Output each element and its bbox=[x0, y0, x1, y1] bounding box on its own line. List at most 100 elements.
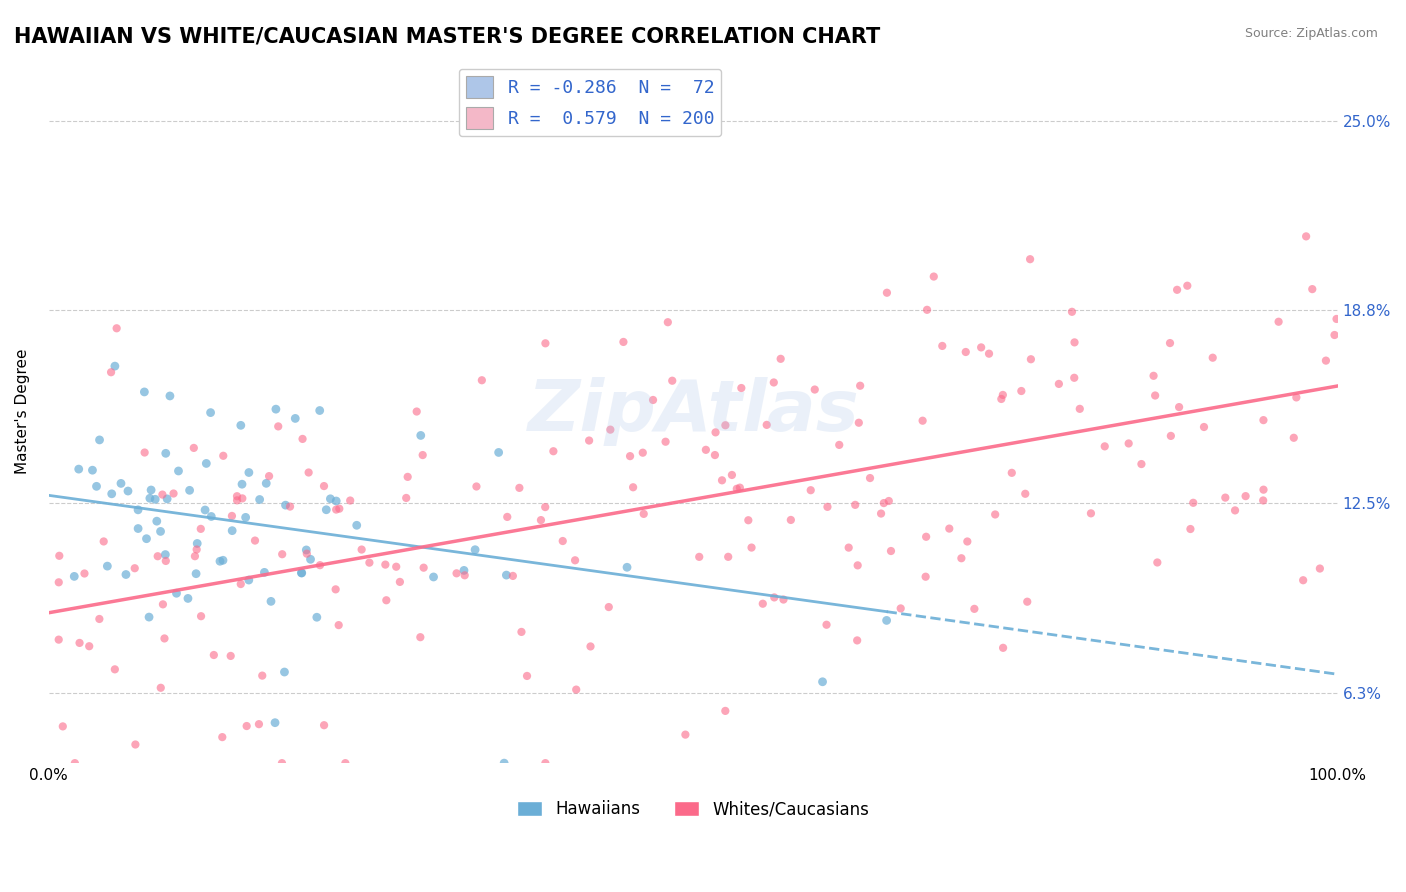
Point bbox=[374, 558, 396, 572]
Point bbox=[231, 491, 253, 506]
Point bbox=[543, 444, 565, 458]
Point bbox=[641, 392, 664, 407]
Point bbox=[395, 491, 418, 505]
Point bbox=[508, 481, 530, 495]
Point bbox=[100, 365, 122, 379]
Point bbox=[619, 449, 641, 463]
Point bbox=[704, 425, 727, 440]
Point bbox=[1060, 305, 1083, 319]
Point bbox=[714, 704, 737, 718]
Point bbox=[990, 392, 1012, 406]
Point bbox=[93, 534, 115, 549]
Point bbox=[859, 471, 882, 485]
Point bbox=[661, 374, 683, 388]
Point bbox=[200, 406, 222, 420]
Point bbox=[911, 414, 934, 428]
Point bbox=[1285, 391, 1308, 405]
Point bbox=[422, 570, 444, 584]
Point bbox=[1160, 429, 1182, 443]
Point bbox=[194, 503, 217, 517]
Point bbox=[1180, 522, 1202, 536]
Point bbox=[815, 617, 838, 632]
Point bbox=[264, 402, 287, 417]
Point bbox=[298, 466, 321, 480]
Point bbox=[800, 483, 823, 498]
Point bbox=[495, 568, 517, 582]
Point bbox=[876, 614, 898, 628]
Point bbox=[63, 756, 86, 771]
Point bbox=[464, 542, 486, 557]
Point bbox=[811, 674, 834, 689]
Point bbox=[104, 662, 127, 676]
Point bbox=[848, 416, 870, 430]
Point bbox=[922, 269, 945, 284]
Point bbox=[1001, 466, 1024, 480]
Point bbox=[177, 591, 200, 606]
Point bbox=[271, 547, 294, 561]
Point bbox=[69, 636, 91, 650]
Point bbox=[612, 334, 634, 349]
Point bbox=[1315, 353, 1337, 368]
Point bbox=[134, 384, 156, 399]
Point bbox=[86, 479, 108, 493]
Point bbox=[264, 715, 287, 730]
Point bbox=[963, 602, 986, 616]
Point bbox=[249, 492, 271, 507]
Point bbox=[295, 543, 318, 558]
Point bbox=[186, 542, 208, 557]
Point bbox=[914, 570, 936, 584]
Point bbox=[510, 624, 533, 639]
Point bbox=[388, 574, 411, 589]
Point bbox=[454, 568, 477, 582]
Point bbox=[1295, 229, 1317, 244]
Point bbox=[714, 418, 737, 433]
Point bbox=[1253, 413, 1275, 427]
Point bbox=[1019, 252, 1042, 267]
Point bbox=[252, 668, 274, 682]
Point bbox=[1010, 384, 1032, 398]
Point bbox=[502, 569, 524, 583]
Point bbox=[253, 566, 276, 580]
Text: Source: ZipAtlas.com: Source: ZipAtlas.com bbox=[1244, 27, 1378, 40]
Point bbox=[1309, 561, 1331, 575]
Point bbox=[127, 503, 149, 517]
Point bbox=[409, 428, 432, 442]
Point bbox=[124, 561, 146, 575]
Point bbox=[238, 466, 260, 480]
Point bbox=[717, 549, 740, 564]
Point bbox=[970, 340, 993, 354]
Point bbox=[155, 446, 177, 460]
Point bbox=[488, 445, 510, 459]
Point bbox=[328, 618, 350, 632]
Point bbox=[146, 549, 169, 564]
Point bbox=[105, 321, 128, 335]
Point bbox=[195, 457, 218, 471]
Point bbox=[755, 417, 778, 432]
Point bbox=[695, 442, 717, 457]
Point bbox=[211, 730, 233, 744]
Point bbox=[254, 476, 277, 491]
Point bbox=[63, 569, 86, 583]
Point bbox=[162, 486, 184, 500]
Point bbox=[938, 522, 960, 536]
Point bbox=[267, 419, 290, 434]
Point bbox=[633, 507, 655, 521]
Point bbox=[291, 566, 314, 580]
Point bbox=[67, 462, 90, 476]
Point bbox=[1094, 439, 1116, 453]
Point bbox=[212, 553, 235, 567]
Point bbox=[621, 480, 644, 494]
Point bbox=[328, 501, 350, 516]
Point bbox=[1282, 431, 1305, 445]
Point bbox=[931, 339, 953, 353]
Point bbox=[1253, 483, 1275, 497]
Point bbox=[124, 738, 146, 752]
Point bbox=[312, 479, 335, 493]
Point bbox=[350, 542, 373, 557]
Point bbox=[1159, 336, 1181, 351]
Point bbox=[166, 586, 188, 600]
Point bbox=[711, 473, 734, 487]
Point bbox=[409, 630, 432, 644]
Point bbox=[152, 598, 174, 612]
Point bbox=[89, 433, 111, 447]
